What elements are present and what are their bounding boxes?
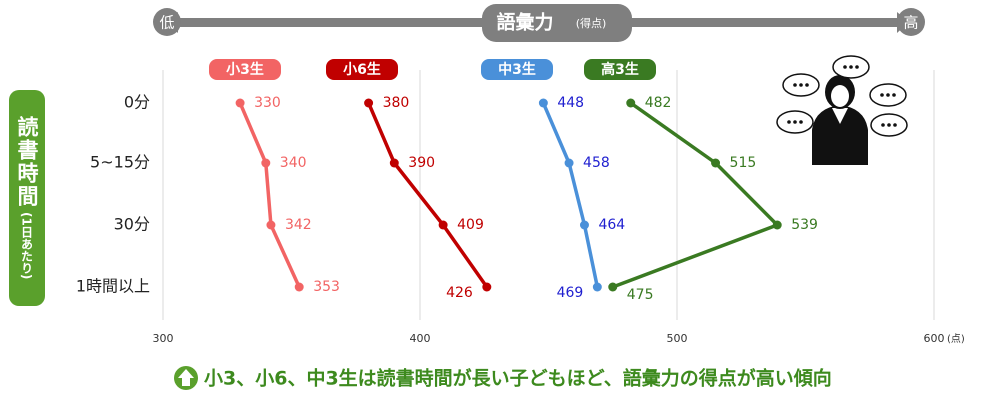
data-point bbox=[364, 98, 374, 108]
footnote: 小3、小6、中3生は読書時間が長い子どもほど、語彙力の得点が高い傾向 bbox=[204, 367, 832, 390]
data-label: 342 bbox=[285, 217, 312, 233]
person-icon bbox=[776, 55, 908, 165]
legend-label: 高3生 bbox=[601, 61, 639, 78]
axis-title-box bbox=[482, 4, 632, 42]
data-point bbox=[579, 220, 589, 230]
data-label: 380 bbox=[383, 95, 410, 111]
x-tick-label: 500 bbox=[667, 332, 688, 345]
data-point bbox=[261, 158, 271, 168]
x-tick-label: 600 bbox=[924, 332, 945, 345]
y-tick-label: 5~15分 bbox=[90, 153, 150, 172]
legend-badge bbox=[209, 59, 281, 80]
x-tick-label: 300 bbox=[153, 332, 174, 345]
data-point bbox=[772, 220, 782, 230]
legend-badge bbox=[326, 59, 398, 80]
series-line bbox=[366, 102, 489, 289]
series-line bbox=[612, 101, 779, 289]
legend-badge bbox=[481, 59, 553, 80]
legend-badge bbox=[584, 59, 656, 80]
high-label: 高 bbox=[903, 14, 918, 32]
data-label: 390 bbox=[408, 155, 435, 171]
x-axis-title: 語彙力 bbox=[496, 11, 553, 34]
data-point bbox=[482, 282, 492, 292]
data-label: 515 bbox=[730, 155, 757, 171]
y-tick-label: 1時間以上 bbox=[76, 277, 150, 296]
x-tick-label: 400 bbox=[410, 332, 431, 345]
footnote-icon-arrow bbox=[178, 369, 194, 386]
data-point bbox=[294, 282, 304, 292]
y-tick-label: 30分 bbox=[114, 215, 150, 234]
data-point bbox=[592, 282, 602, 292]
data-point bbox=[235, 98, 245, 108]
y-axis-title-box: 読書時間 (1日あたり) bbox=[9, 90, 45, 306]
data-label: 340 bbox=[280, 155, 307, 171]
data-label: 458 bbox=[583, 155, 610, 171]
high-badge bbox=[897, 8, 925, 36]
data-point bbox=[538, 98, 548, 108]
series-line bbox=[541, 102, 600, 288]
y-axis-title: 読書時間 bbox=[15, 116, 39, 209]
data-label: 475 bbox=[627, 287, 654, 303]
data-point bbox=[564, 158, 574, 168]
legend-label: 中3生 bbox=[498, 61, 536, 78]
data-point bbox=[438, 220, 448, 230]
data-label: 409 bbox=[457, 217, 484, 233]
data-label: 426 bbox=[446, 285, 473, 301]
legend-label: 小6生 bbox=[343, 61, 381, 78]
data-label: 353 bbox=[313, 279, 340, 295]
data-point bbox=[711, 158, 721, 168]
data-label: 539 bbox=[791, 217, 818, 233]
series-line bbox=[238, 102, 301, 288]
data-label: 464 bbox=[598, 217, 625, 233]
data-label: 482 bbox=[645, 95, 672, 111]
data-label: 330 bbox=[254, 95, 281, 111]
data-point bbox=[389, 158, 399, 168]
data-point bbox=[626, 98, 636, 108]
x-axis-unit-note: (得点) bbox=[576, 17, 607, 30]
x-tick-unit: (点) bbox=[947, 333, 965, 345]
legend-label: 小3生 bbox=[226, 61, 264, 78]
y-tick-label: 0分 bbox=[124, 93, 150, 112]
data-point bbox=[266, 220, 276, 230]
data-point bbox=[608, 282, 618, 292]
y-axis-subtitle: (1日あたり) bbox=[19, 212, 34, 280]
low-label: 低 bbox=[159, 14, 174, 32]
data-label: 469 bbox=[557, 285, 584, 301]
data-label: 448 bbox=[557, 95, 584, 111]
low-badge bbox=[153, 8, 181, 36]
